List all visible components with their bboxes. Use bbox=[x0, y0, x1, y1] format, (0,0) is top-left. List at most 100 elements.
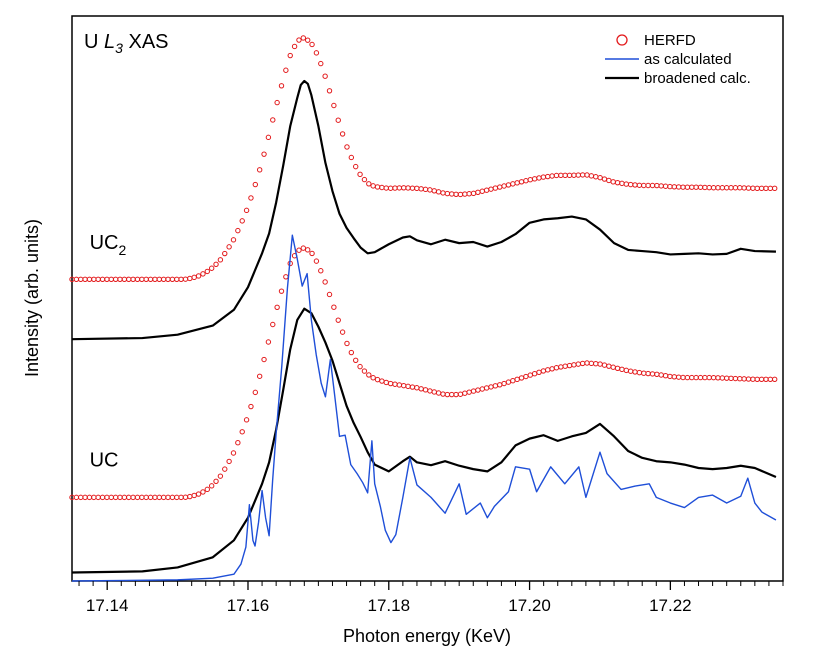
point-herfd-uc2 bbox=[514, 180, 520, 186]
point-herfd-uc bbox=[82, 494, 88, 501]
point-herfd-uc2 bbox=[527, 177, 533, 183]
x-tick-label: 17.18 bbox=[368, 596, 411, 615]
point-herfd-uc bbox=[575, 361, 581, 367]
point-herfd-uc bbox=[370, 375, 376, 381]
point-herfd-uc bbox=[73, 494, 80, 501]
chart-title-italic: L bbox=[104, 31, 115, 53]
point-herfd-uc2 bbox=[750, 185, 756, 191]
point-herfd-uc bbox=[387, 380, 394, 387]
point-herfd-uc bbox=[322, 279, 328, 285]
point-herfd-uc bbox=[479, 386, 485, 392]
series-broadened-calc-uc2 bbox=[71, 79, 776, 341]
point-herfd-uc2 bbox=[339, 131, 346, 137]
point-herfd-uc2 bbox=[658, 183, 664, 189]
point-herfd-uc bbox=[344, 340, 350, 347]
point-herfd-uc bbox=[147, 494, 154, 501]
point-herfd-uc2 bbox=[654, 182, 660, 189]
point-herfd-uc2 bbox=[95, 276, 101, 282]
point-herfd-uc bbox=[549, 366, 555, 372]
point-herfd-uc bbox=[523, 373, 529, 380]
point-herfd-uc2 bbox=[763, 185, 769, 192]
point-herfd-uc2 bbox=[741, 185, 747, 191]
point-herfd-uc2 bbox=[728, 185, 734, 191]
point-herfd-uc bbox=[383, 379, 389, 386]
point-herfd-uc2 bbox=[593, 174, 599, 180]
plot-frame bbox=[71, 15, 784, 582]
point-herfd-uc2 bbox=[697, 184, 704, 190]
line-broadened-calc-uc2 bbox=[71, 79, 776, 341]
point-herfd-uc bbox=[632, 369, 638, 375]
point-herfd-uc2 bbox=[566, 172, 573, 179]
point-herfd-uc bbox=[248, 403, 254, 410]
point-herfd-uc2 bbox=[78, 276, 84, 282]
point-herfd-uc bbox=[667, 373, 673, 380]
point-herfd-uc bbox=[187, 493, 193, 500]
point-herfd-uc2 bbox=[466, 191, 472, 197]
point-herfd-uc bbox=[169, 494, 176, 501]
point-herfd-uc bbox=[318, 268, 324, 274]
point-herfd-uc bbox=[313, 258, 320, 264]
point-herfd-uc bbox=[139, 494, 145, 501]
point-herfd-uc bbox=[675, 374, 682, 380]
point-herfd-uc bbox=[689, 374, 695, 381]
point-herfd-uc bbox=[274, 304, 280, 310]
point-herfd-uc2 bbox=[383, 185, 389, 191]
point-herfd-uc2 bbox=[470, 190, 477, 197]
point-herfd-uc2 bbox=[758, 185, 765, 192]
point-herfd-uc bbox=[719, 375, 726, 381]
series-layer bbox=[69, 35, 778, 582]
point-herfd-uc2 bbox=[597, 174, 603, 181]
point-herfd-uc bbox=[715, 375, 721, 381]
point-herfd-uc2 bbox=[606, 177, 612, 184]
point-herfd-uc bbox=[545, 367, 551, 373]
point-herfd-uc2 bbox=[531, 176, 538, 182]
legend: HERFD as calculated broadened calc. bbox=[605, 32, 751, 87]
point-herfd-uc bbox=[208, 483, 215, 489]
point-herfd-uc2 bbox=[86, 276, 93, 282]
point-herfd-uc bbox=[562, 363, 568, 369]
point-herfd-uc bbox=[405, 383, 411, 390]
point-herfd-uc2 bbox=[169, 276, 176, 282]
point-herfd-uc2 bbox=[558, 172, 564, 179]
point-herfd-uc bbox=[265, 339, 272, 345]
point-herfd-uc bbox=[235, 439, 241, 446]
point-herfd-uc bbox=[540, 368, 547, 374]
point-herfd-uc2 bbox=[374, 184, 381, 190]
point-herfd-uc2 bbox=[706, 184, 712, 191]
chart-title: U L3 XAS bbox=[84, 31, 169, 56]
point-herfd-uc2 bbox=[357, 171, 363, 178]
point-herfd-uc2 bbox=[252, 181, 259, 188]
point-herfd-uc bbox=[501, 380, 507, 387]
point-herfd-uc bbox=[728, 375, 734, 382]
point-herfd-uc2 bbox=[771, 185, 778, 192]
point-herfd-uc bbox=[160, 494, 167, 501]
point-herfd-uc2 bbox=[497, 184, 503, 190]
point-herfd-uc2 bbox=[427, 187, 433, 193]
point-herfd-uc bbox=[614, 365, 621, 371]
point-herfd-uc bbox=[121, 494, 128, 501]
point-herfd-uc bbox=[470, 388, 477, 394]
point-herfd-uc2 bbox=[405, 185, 411, 191]
point-herfd-uc2 bbox=[619, 180, 625, 187]
point-herfd-uc bbox=[195, 491, 202, 497]
series-as-calculated-uc bbox=[71, 234, 777, 582]
point-herfd-uc bbox=[693, 374, 699, 381]
point-herfd-uc bbox=[348, 349, 355, 356]
annotation-uc-text: UC bbox=[90, 450, 119, 472]
point-herfd-uc bbox=[422, 387, 429, 393]
point-herfd-uc bbox=[449, 391, 455, 398]
point-herfd-uc2 bbox=[479, 188, 485, 194]
point-herfd-uc2 bbox=[243, 207, 250, 214]
point-herfd-uc2 bbox=[518, 179, 525, 185]
point-herfd-uc bbox=[418, 386, 424, 392]
point-herfd-uc2 bbox=[475, 189, 481, 195]
point-herfd-uc2 bbox=[283, 67, 289, 73]
x-axis-title: Photon energy (KeV) bbox=[343, 626, 511, 646]
point-herfd-uc bbox=[130, 494, 136, 501]
chart-title-suffix: XAS bbox=[123, 31, 169, 53]
point-herfd-uc bbox=[741, 376, 747, 382]
point-herfd-uc2 bbox=[370, 183, 376, 189]
point-herfd-uc bbox=[745, 376, 752, 382]
series-broadened-calc-uc bbox=[71, 307, 777, 574]
point-herfd-uc bbox=[156, 494, 162, 501]
